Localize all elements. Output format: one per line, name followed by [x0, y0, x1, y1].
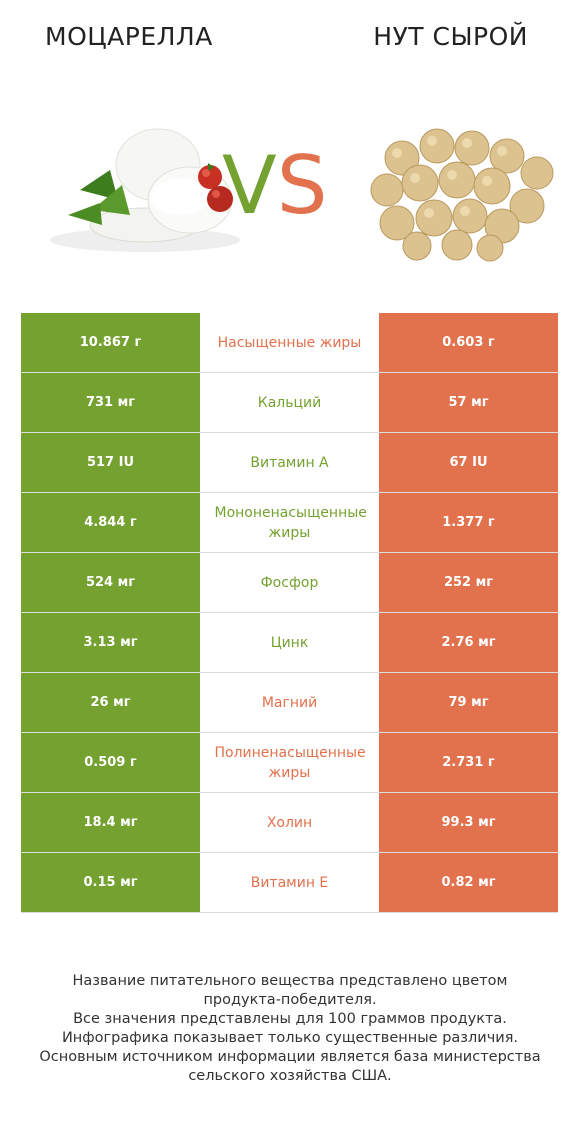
nutrient-name-cell: Кальций: [200, 372, 379, 433]
right-product-title: НУТ СЫРОЙ: [373, 22, 528, 51]
vs-letter-v: V: [222, 139, 277, 232]
nutrient-name-cell: Цинк: [200, 612, 379, 673]
footer-line: сельского хозяйства США.: [188, 1068, 392, 1084]
nutrient-row: 10.867 г Насыщенные жиры 0.603 г: [21, 313, 558, 373]
nutrient-name-cell: Витамин A: [200, 432, 379, 493]
chickpeas-image: [370, 128, 554, 262]
nutrient-name-cell: Фосфор: [200, 552, 379, 613]
left-product-title: МОЦАРЕЛЛА: [45, 22, 213, 51]
right-value-cell: 252 мг: [379, 552, 558, 613]
footer-line: Инфографика показывает только существенн…: [61, 1030, 519, 1046]
nutrient-row: 524 мг Фосфор 252 мг: [21, 552, 558, 613]
nutrient-row: 26 мг Магний 79 мг: [21, 672, 558, 733]
nutrient-name-label: Кальций: [257, 394, 322, 411]
mozzarella-image: [50, 128, 240, 252]
right-value-cell: 0.603 г: [379, 313, 558, 373]
nutrient-name-cell: Насыщенные жиры: [200, 313, 379, 373]
nutrient-row: 0.509 г Полиненасыщенные жиры 2.731 г: [21, 732, 558, 793]
left-value-cell: 517 IU: [21, 432, 200, 493]
nutrient-name-label: Витамин A: [250, 454, 329, 471]
nutrient-name-label: Полиненасыщенные жиры: [214, 744, 366, 781]
right-value-cell: 67 IU: [379, 432, 558, 493]
right-value-cell: 57 мг: [379, 372, 558, 433]
left-value-cell: 0.15 мг: [21, 852, 200, 913]
right-value-cell: 2.76 мг: [379, 612, 558, 673]
comparison-table: 10.867 г Насыщенные жиры 0.603 г 731 мг Каль…: [21, 313, 558, 913]
left-value-cell: 524 мг: [21, 552, 200, 613]
nutrient-name-cell: Витамин E: [200, 852, 379, 913]
footer-line: Название питательного вещества представл…: [72, 973, 508, 989]
nutrient-row: 517 IU Витамин A 67 IU: [21, 432, 558, 493]
left-value-cell: 4.844 г: [21, 492, 200, 553]
footer-line: Все значения представлены для 100 граммо…: [73, 1011, 507, 1027]
nutrient-name-cell: Магний: [200, 672, 379, 733]
nutrient-name-label: Насыщенные жиры: [217, 334, 362, 351]
nutrient-row: 4.844 г Мононенасыщенные жиры 1.377 г: [21, 492, 558, 553]
nutrient-name-label: Холин: [266, 814, 313, 831]
left-value-cell: 10.867 г: [21, 313, 200, 373]
nutrient-row: 18.4 мг Холин 99.3 мг: [21, 792, 558, 853]
nutrient-name-label: Фосфор: [260, 574, 319, 591]
nutrient-row: 0.15 мг Витамин E 0.82 мг: [21, 852, 558, 913]
nutrient-name-label: Витамин E: [250, 874, 329, 891]
nutrient-name-label: Магний: [261, 694, 318, 711]
vs-letter-s: S: [276, 139, 328, 232]
nutrient-name-cell: Мононенасыщенные жиры: [200, 492, 379, 553]
footer-line: продукта-победителя.: [203, 992, 377, 1008]
nutrient-row: 3.13 мг Цинк 2.76 мг: [21, 612, 558, 673]
left-value-cell: 18.4 мг: [21, 792, 200, 853]
nutrient-name-cell: Полиненасыщенные жиры: [200, 732, 379, 793]
footer-notes: Название питательного вещества представл…: [20, 972, 560, 1086]
left-value-cell: 26 мг: [21, 672, 200, 733]
right-value-cell: 99.3 мг: [379, 792, 558, 853]
vs-label: VS: [222, 136, 328, 236]
right-value-cell: 1.377 г: [379, 492, 558, 553]
nutrient-name-label: Мононенасыщенные жиры: [214, 504, 367, 541]
nutrient-row: 731 мг Кальций 57 мг: [21, 372, 558, 433]
nutrient-name-label: Цинк: [270, 634, 309, 651]
left-value-cell: 0.509 г: [21, 732, 200, 793]
right-value-cell: 2.731 г: [379, 732, 558, 793]
left-value-cell: 3.13 мг: [21, 612, 200, 673]
left-value-cell: 731 мг: [21, 372, 200, 433]
right-value-cell: 79 мг: [379, 672, 558, 733]
footer-line: Основным источником информации является …: [39, 1049, 541, 1065]
nutrient-name-cell: Холин: [200, 792, 379, 853]
right-value-cell: 0.82 мг: [379, 852, 558, 913]
